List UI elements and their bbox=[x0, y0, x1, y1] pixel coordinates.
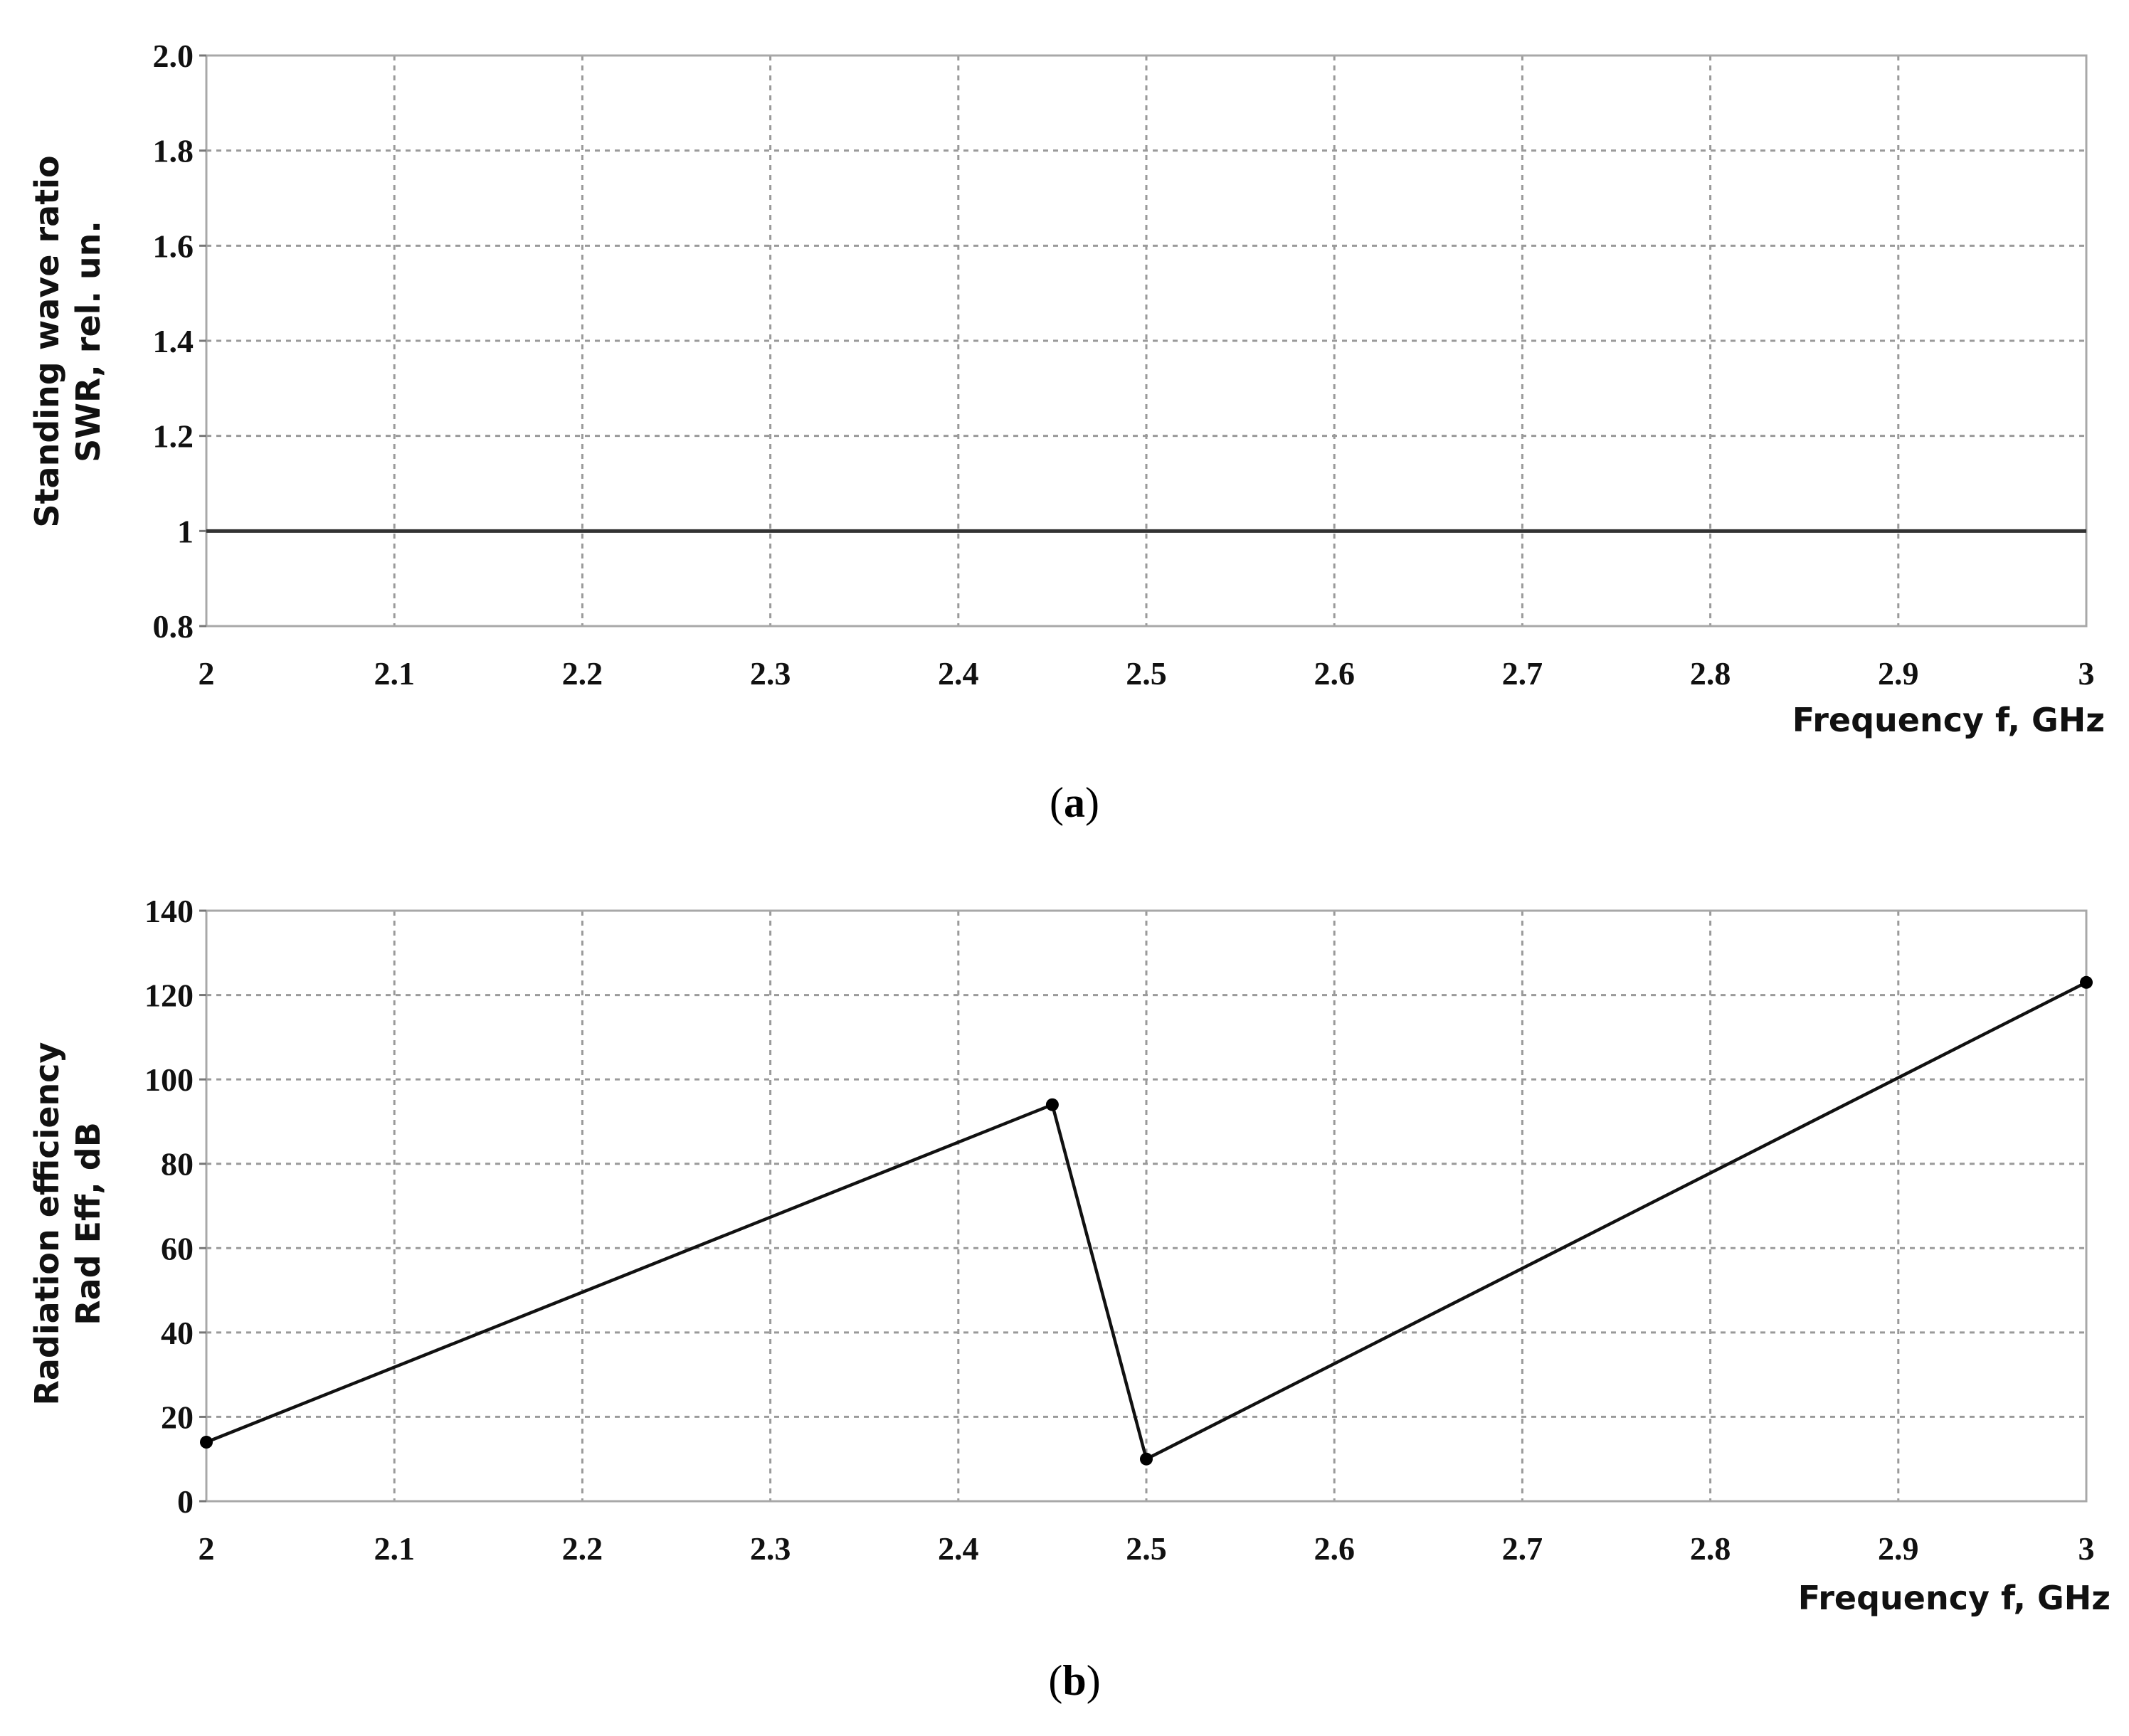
panel-b-y-tick-label: 0 bbox=[177, 1483, 194, 1520]
panel-b-x-tick-label: 2.4 bbox=[938, 1530, 979, 1567]
panel-b-x-tick-label: 2.5 bbox=[1126, 1530, 1167, 1567]
panel-a-y-axis-title-line2: SWR, rel. un. bbox=[69, 221, 107, 462]
panel-a-y-ticks: 2.0 1.8 1.6 1.4 1.2 1 0.8 bbox=[153, 38, 206, 645]
panel-b-x-ticks: 2 2.1 2.2 2.3 2.4 2.5 2.6 2.7 2.8 2.9 3 bbox=[199, 1530, 2095, 1567]
panel-b-y-tick-label: 60 bbox=[161, 1230, 194, 1266]
panel-a-x-tick-label: 2 bbox=[199, 655, 215, 692]
panel-a-x-axis-title: Frequency f, GHz bbox=[1792, 701, 2105, 739]
panel-a-x-tick-label: 2.4 bbox=[938, 655, 979, 692]
panel-b-data-point bbox=[200, 1436, 213, 1449]
panel-b-x-tick-label: 2.8 bbox=[1690, 1530, 1731, 1567]
panel-a-x-tick-label: 2.6 bbox=[1314, 655, 1355, 692]
panel-b-y-tick-label: 20 bbox=[161, 1399, 194, 1435]
panel-a-y-tick-label: 1 bbox=[177, 513, 194, 549]
panel-a-x-tick-label: 2.2 bbox=[562, 655, 603, 692]
panel-b-x-tick-label: 2.3 bbox=[750, 1530, 791, 1567]
panel-a-grid bbox=[206, 55, 2086, 626]
panel-a-x-tick-label: 2.7 bbox=[1502, 655, 1543, 692]
panel-b-y-tick-label: 140 bbox=[144, 893, 194, 929]
panel-b-y-tick-label: 40 bbox=[161, 1315, 194, 1351]
panel-a-y-axis-title-line1: Standing wave ratio bbox=[28, 155, 66, 527]
panel-b-label-close: ) bbox=[1087, 1657, 1101, 1704]
panel-a-swr-chart: 2.01.81.61.41.210.8 2 2.1 2.2 2.3 2.4 2.5 2.6 2… bbox=[28, 38, 2105, 826]
panel-a-label-close: ) bbox=[1085, 779, 1099, 826]
panel-b-label-letter: b bbox=[1062, 1657, 1086, 1704]
panel-b-data-point bbox=[2080, 975, 2093, 989]
panel-a-label: (a) bbox=[1050, 779, 1099, 826]
panel-a-y-tick-label: 1.4 bbox=[153, 323, 194, 359]
panel-b-radiation-efficiency-chart: 140 120 100 80 60 40 20 0 2 2.1 2.2 2.3 2.4 2.5 2.6 2.… bbox=[28, 893, 2110, 1704]
panel-b-series-line bbox=[206, 980, 2088, 1461]
panel-b-y-axis-title-line1: Radiation efficiency bbox=[28, 1042, 66, 1405]
panel-b-plot-frame bbox=[205, 909, 2088, 1503]
panel-b-x-tick-label: 3 bbox=[2078, 1530, 2095, 1567]
panel-b-y-axis-title-line2: Rad Eff, dB bbox=[69, 1122, 107, 1325]
panel-a-x-ticks: 2 2.1 2.2 2.3 2.4 2.5 2.6 2.7 2.8 2.9 3 bbox=[199, 655, 2095, 692]
panel-b-x-tick-label: 2.2 bbox=[562, 1530, 603, 1567]
panel-a-y-tick-label: 0.8 bbox=[153, 608, 194, 645]
panel-b-label-open: ( bbox=[1048, 1657, 1062, 1704]
panel-a-x-tick-label: 2.5 bbox=[1126, 655, 1167, 692]
panel-a-x-tick-label: 2.1 bbox=[374, 655, 415, 692]
panel-a-x-tick-label: 2.8 bbox=[1690, 655, 1731, 692]
panel-b-data-point bbox=[1140, 1452, 1153, 1466]
panel-b-label: (b) bbox=[1048, 1657, 1100, 1704]
panel-a-x-tick-label: 3 bbox=[2078, 655, 2095, 692]
panel-a-y-tick-label: 1.8 bbox=[153, 133, 194, 169]
panel-a-y-tick-label: 1.2 bbox=[153, 418, 194, 455]
panel-b-data-point bbox=[1045, 1098, 1059, 1111]
panel-b-x-tick-label: 2.9 bbox=[1878, 1530, 1919, 1567]
panel-b-x-axis-title: Frequency f, GHz bbox=[1798, 1579, 2110, 1617]
panel-b-y-tick-label: 80 bbox=[161, 1146, 194, 1182]
panel-a-label-open: ( bbox=[1050, 779, 1064, 826]
panel-a-y-tick-label: 1.6 bbox=[153, 228, 194, 264]
panel-b-y-tick-label: 100 bbox=[144, 1062, 194, 1098]
panel-a-x-tick-label: 2.3 bbox=[750, 655, 791, 692]
panel-b-y-tick-label: 120 bbox=[144, 978, 194, 1014]
panel-b-y-ticks: 140 120 100 80 60 40 20 0 bbox=[144, 893, 206, 1520]
panel-b-x-tick-label: 2.7 bbox=[1502, 1530, 1543, 1567]
panel-a-x-tick-label: 2.9 bbox=[1878, 655, 1919, 692]
panel-b-x-tick-label: 2.1 bbox=[374, 1530, 415, 1567]
panel-a-label-letter: a bbox=[1064, 779, 1085, 826]
panel-b-grid bbox=[206, 911, 2086, 1501]
panel-b-x-tick-label: 2.6 bbox=[1314, 1530, 1355, 1567]
panel-b-series bbox=[200, 975, 2093, 1466]
panel-b-x-tick-label: 2 bbox=[199, 1530, 215, 1567]
panel-a-y-tick-label: 2.0 bbox=[153, 38, 194, 74]
